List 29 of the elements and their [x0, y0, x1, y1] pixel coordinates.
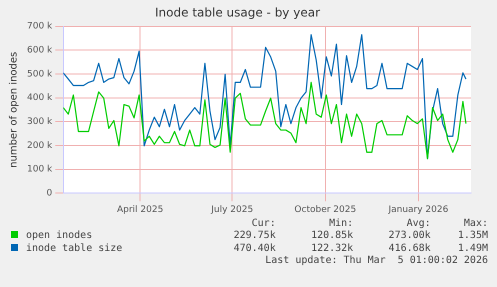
text: Cur: [250, 218, 277, 229]
text: 470.40k [232, 242, 277, 255]
text: 416.68k [388, 242, 432, 255]
y-tick-label: 600 k [26, 46, 54, 56]
text: 120.85k [310, 229, 354, 242]
x-tick-label: January 2026 [387, 204, 449, 215]
x-tick-label: July 2025 [210, 204, 254, 215]
x-tick-label: April 2025 [116, 204, 164, 215]
text: 273.00k [388, 229, 432, 242]
y-tick-label: 500 k [26, 69, 54, 80]
y-tick-label: 400 k [26, 93, 54, 104]
text: 229.75k [232, 229, 277, 242]
legend-label: inode table size [26, 243, 122, 254]
y-tick-label: 100 k [26, 164, 54, 175]
text: 122.32k [310, 242, 354, 255]
y-tick-label: 300 k [26, 117, 54, 128]
text: 1.35M [456, 229, 489, 242]
y-tick-label: 700 k [26, 22, 54, 32]
text: 1.49M [456, 242, 489, 255]
y-tick-label: 0 [46, 188, 53, 199]
y-axis-title: number of open inodes [8, 52, 20, 168]
text: Min: [328, 218, 354, 229]
text: Avg: [406, 218, 432, 229]
legend-label: open inodes [26, 230, 92, 241]
text: Max: [462, 218, 489, 229]
x-tick-label: October 2025 [294, 204, 356, 215]
y-tick-label: 200 k [26, 140, 54, 151]
text: Last update: Thu Mar 5 01:00:02 2026 [264, 255, 489, 266]
chart-title: Inode table usage - by year [155, 5, 320, 20]
